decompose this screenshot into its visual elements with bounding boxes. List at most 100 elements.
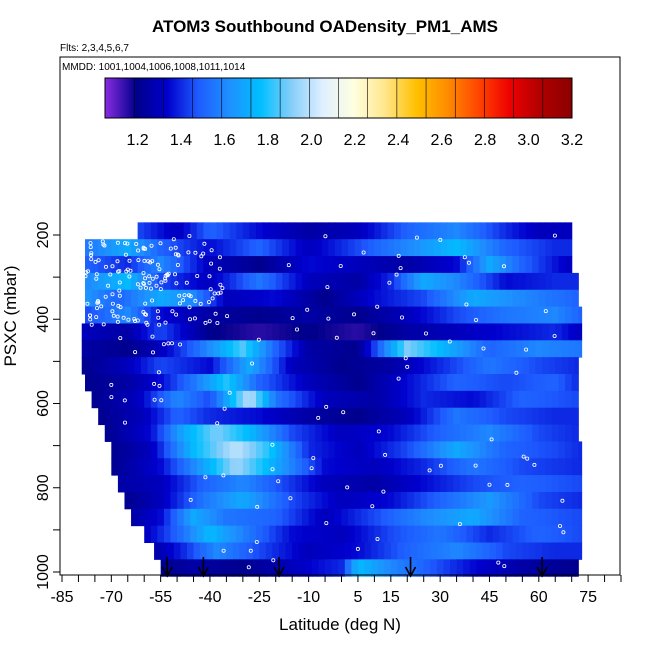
sample-point [174, 281, 179, 286]
heatmap-cell [394, 424, 402, 442]
heatmap-cell [137, 441, 145, 459]
heatmap-cell [558, 424, 566, 442]
heatmap-cell [170, 525, 178, 544]
heatmap-cell [206, 542, 214, 560]
heatmap-cell [519, 374, 527, 392]
heatmap-cell [249, 390, 257, 409]
heatmap-cell [473, 407, 481, 426]
heatmap-cell [144, 289, 152, 308]
sample-point [375, 537, 380, 542]
heatmap-cell [104, 256, 112, 274]
heatmap-cell [269, 374, 277, 392]
heatmap-cell [453, 475, 461, 493]
colorbar-tick-label: 1.8 [257, 132, 279, 149]
heatmap-cell [223, 256, 231, 274]
heatmap-cell [203, 306, 211, 324]
heatmap-cell [144, 441, 152, 459]
sample-point [117, 288, 122, 293]
heatmap-cell [111, 256, 119, 274]
heatmap-cell [85, 289, 93, 308]
heatmap-cell [528, 357, 537, 375]
heatmap-cell [321, 289, 329, 308]
heatmap-cell [223, 222, 231, 240]
heatmap-cell [525, 222, 533, 240]
heatmap-cell [269, 390, 277, 409]
heatmap-cell [459, 475, 468, 493]
heatmap-cell [275, 374, 283, 392]
sample-point [110, 301, 115, 306]
heatmap-cell [466, 306, 474, 324]
heatmap-cell [479, 458, 487, 476]
heatmap-cell [282, 525, 290, 544]
heatmap-cell [249, 525, 257, 544]
heatmap-cell [433, 407, 441, 426]
heatmap-cell [150, 458, 158, 476]
heatmap-cell [555, 559, 563, 577]
heatmap-cell [269, 272, 277, 291]
heatmap-cell [407, 407, 415, 426]
heatmap-cell [525, 475, 533, 493]
heatmap-cell [334, 475, 343, 493]
sample-point [110, 309, 115, 314]
heatmap-cell [298, 559, 306, 577]
sample-point [96, 258, 101, 263]
sample-point [138, 285, 143, 290]
heatmap-cell [144, 256, 152, 274]
sample-point [150, 298, 155, 303]
heatmap-cell [512, 289, 520, 308]
heatmap-cell [144, 407, 152, 426]
heatmap-cell [98, 256, 106, 274]
heatmap-cell [104, 407, 112, 426]
heatmap-cell [489, 323, 497, 341]
heatmap-cell [302, 441, 310, 459]
heatmap-cell [348, 289, 356, 308]
heatmap-cell [124, 374, 132, 392]
heatmap-cell [565, 407, 573, 426]
sample-point [100, 239, 105, 244]
sample-point [94, 315, 99, 320]
heatmap-cell [555, 357, 563, 375]
heatmap-cell [229, 272, 237, 291]
heatmap-cell [157, 390, 165, 409]
heatmap-cell [473, 508, 481, 527]
heatmap-cell [364, 323, 372, 341]
heatmap-cell [387, 239, 395, 257]
heatmap-cell [367, 306, 375, 324]
heatmap-cell [400, 306, 408, 324]
heatmap-cell [236, 424, 244, 442]
heatmap-cell [459, 424, 468, 442]
heatmap-cell [186, 357, 195, 375]
heatmap-cell [450, 542, 458, 560]
heatmap-cell [183, 256, 191, 274]
heatmap-cell [505, 272, 514, 291]
heatmap-cell [473, 222, 481, 240]
heatmap-cell [558, 222, 566, 240]
heatmap-cell [476, 340, 484, 358]
heatmap-cell [190, 441, 198, 459]
heatmap-cell [535, 323, 543, 341]
heatmap-cell [288, 306, 297, 324]
heatmap-cell [538, 390, 546, 409]
heatmap-cell [486, 424, 494, 442]
heatmap-cell [190, 424, 198, 442]
sample-point [326, 316, 331, 321]
heatmap-cell [315, 374, 323, 392]
heatmap-cell [256, 475, 264, 493]
heatmap-cell [325, 559, 333, 577]
heatmap-cell [466, 441, 474, 459]
sample-point [218, 282, 223, 287]
heatmap-cell [302, 475, 310, 493]
heatmap-cell [354, 289, 362, 308]
sample-point [148, 286, 153, 291]
heatmap-cell [328, 272, 336, 291]
heatmap-cell [545, 306, 553, 324]
sample-point [155, 262, 160, 267]
sample-point [163, 278, 168, 283]
heatmap-cell [190, 239, 198, 257]
heatmap-cell [367, 424, 375, 442]
heatmap-cell [328, 390, 336, 409]
heatmap-cell [456, 559, 464, 577]
heatmap-cell [380, 289, 389, 308]
heatmap-cell [193, 357, 201, 375]
sample-point [116, 303, 121, 308]
